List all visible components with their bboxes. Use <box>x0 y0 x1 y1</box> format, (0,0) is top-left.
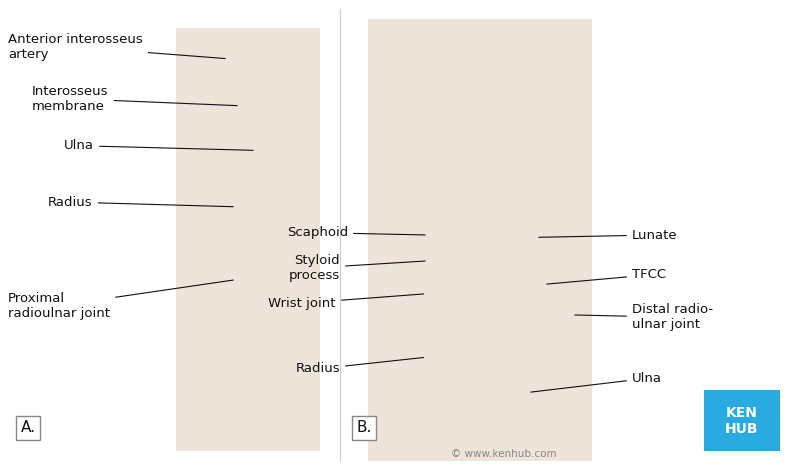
Text: Ulna: Ulna <box>64 139 254 152</box>
Text: Styloid
process: Styloid process <box>289 254 426 282</box>
Text: KEN
HUB: KEN HUB <box>726 406 758 436</box>
Text: Radius: Radius <box>48 196 234 209</box>
Text: Anterior interosseus
artery: Anterior interosseus artery <box>8 33 226 61</box>
Text: Scaphoid: Scaphoid <box>286 226 426 239</box>
Bar <box>368 19 592 461</box>
Text: Lunate: Lunate <box>538 228 678 242</box>
Text: Interosseus
membrane: Interosseus membrane <box>32 85 238 113</box>
Text: A.: A. <box>21 420 35 435</box>
Text: Distal radio-
ulnar joint: Distal radio- ulnar joint <box>574 303 713 331</box>
Text: Ulna: Ulna <box>530 372 662 392</box>
Text: TFCC: TFCC <box>546 268 666 284</box>
Text: © www.kenhub.com: © www.kenhub.com <box>451 448 557 459</box>
Text: Radius: Radius <box>295 358 424 376</box>
FancyBboxPatch shape <box>704 390 780 451</box>
Text: Wrist joint: Wrist joint <box>269 294 424 310</box>
Text: Proximal
radioulnar joint: Proximal radioulnar joint <box>8 280 234 320</box>
Bar <box>176 28 320 451</box>
Text: B.: B. <box>356 420 372 435</box>
